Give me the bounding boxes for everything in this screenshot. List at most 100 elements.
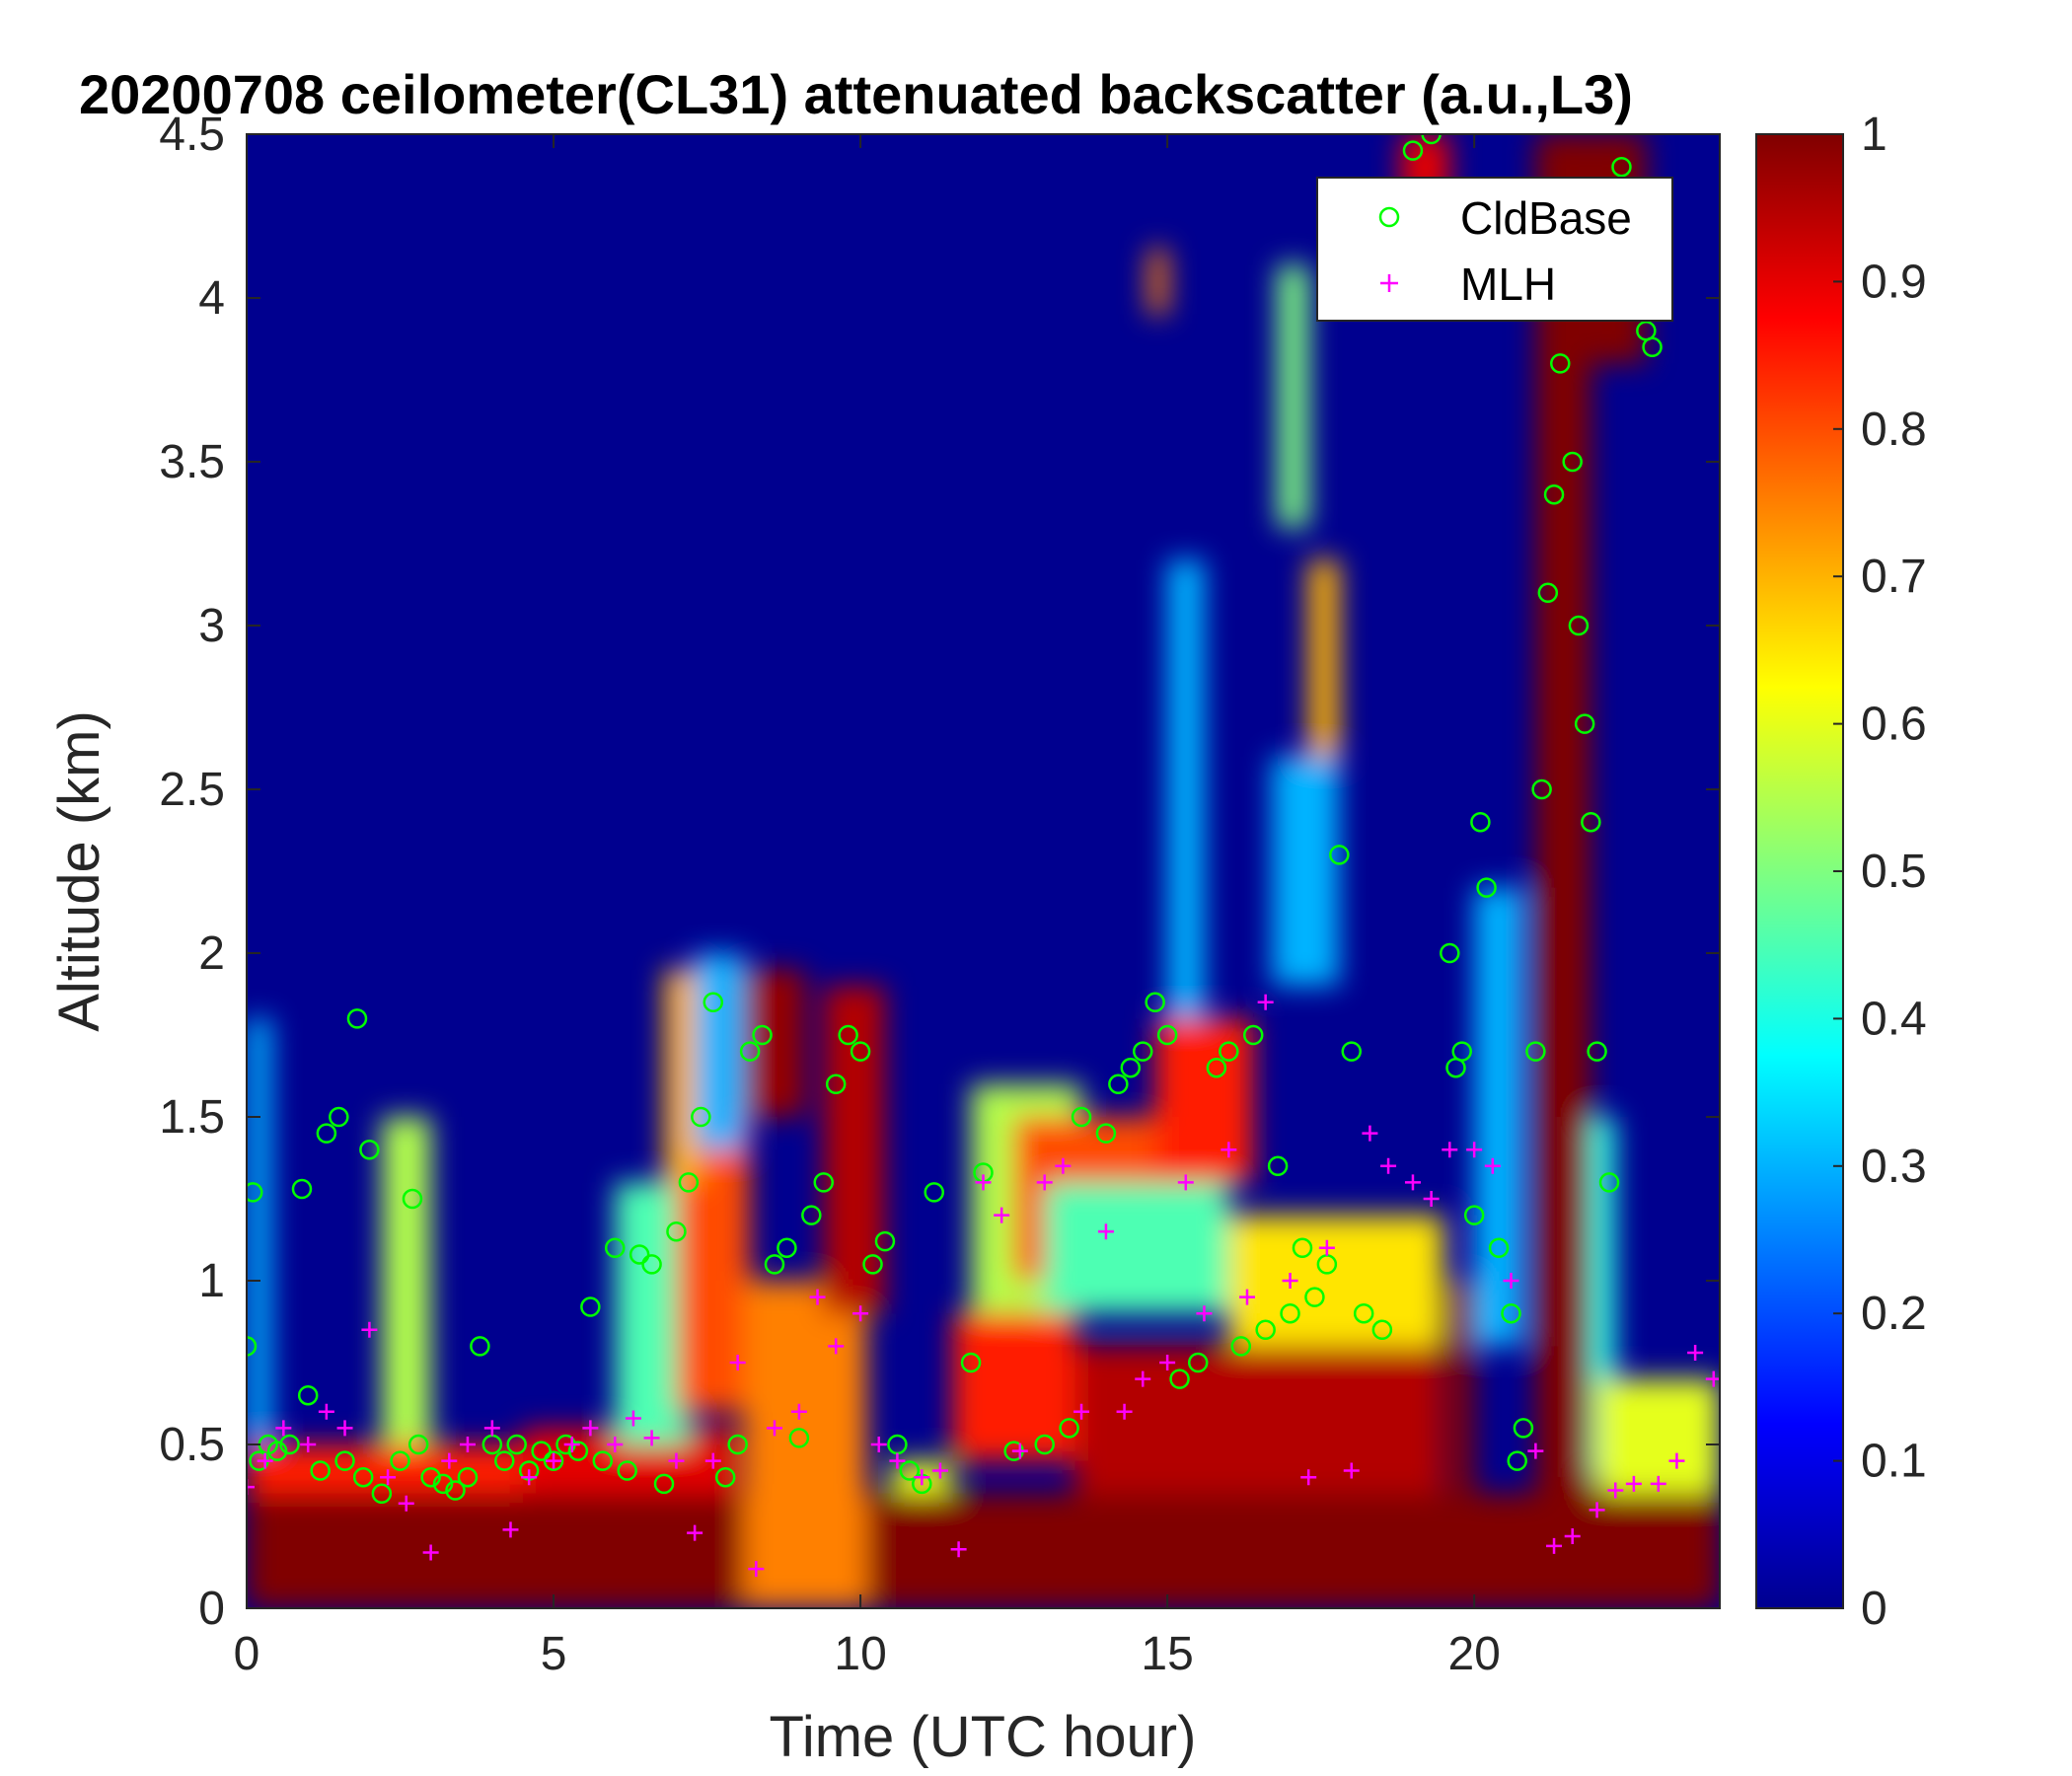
mlh-point (1239, 1289, 1255, 1305)
cldbase-point (703, 992, 724, 1013)
cldbase-point (432, 1473, 454, 1495)
cldbase-point (924, 1182, 944, 1203)
cldbase-point (1219, 1041, 1239, 1062)
cldbase-point (407, 1434, 429, 1455)
colorbar-tick-label: 0.7 (1861, 551, 1927, 603)
cldbase-point (1587, 1041, 1607, 1062)
mlh-point (1177, 1174, 1194, 1191)
colorbar-tick-label: 0.3 (1861, 1141, 1927, 1193)
mlh-point (300, 1437, 317, 1452)
mlh-point (1589, 1502, 1605, 1518)
mlh-point (1318, 1239, 1335, 1256)
mlh-point (247, 1479, 255, 1496)
cldbase-point (359, 1139, 380, 1160)
colorbar-gradient (1755, 133, 1844, 1609)
mlh-point (398, 1495, 414, 1512)
cldbase-point (1513, 1418, 1534, 1439)
mlh-point (914, 1469, 930, 1486)
cldbase-point (899, 1460, 921, 1481)
cldbase-point (1169, 1369, 1190, 1389)
mlh-point (483, 1420, 500, 1437)
y-axis-label: Altitude (km) (47, 710, 111, 1032)
cldbase-point (862, 1254, 883, 1275)
cldbase-point (494, 1450, 515, 1471)
mlh-point (870, 1437, 887, 1452)
cldbase-point (1329, 845, 1350, 865)
cldbase-point (1353, 1302, 1374, 1324)
mlh-point (1282, 1273, 1298, 1289)
y-tick-label: 0 (198, 1583, 225, 1635)
cldbase-point (1206, 1057, 1227, 1078)
cldbase-point (329, 1106, 349, 1128)
y-tick-label: 2 (198, 927, 225, 980)
legend-box (1316, 177, 1673, 322)
cldbase-point (402, 1188, 423, 1210)
mlh-point (441, 1452, 458, 1469)
mlh-point (1607, 1482, 1624, 1499)
legend-mlh-marker (1380, 274, 1398, 292)
cldbase-point (1242, 1024, 1264, 1046)
colorbar-tick-label: 0.8 (1861, 404, 1927, 456)
cldbase-point (1598, 1172, 1620, 1193)
heatmap-cell-24 (1271, 756, 1340, 987)
cldbase-point (1095, 1123, 1117, 1144)
cldbase-point (1371, 1319, 1393, 1341)
cldbase-point (838, 1024, 858, 1046)
cldbase-point (445, 1480, 466, 1501)
mlh-point (422, 1544, 439, 1561)
cldbase-point (874, 1230, 896, 1252)
legend-cldbase-label: CldBase (1460, 192, 1632, 244)
cldbase-point (1611, 156, 1632, 178)
cldbase-point (592, 1450, 614, 1471)
mlh-point (994, 1207, 1010, 1223)
legend: CldBase MLH (1316, 177, 1673, 322)
mlh-point (625, 1410, 641, 1427)
cldbase-point (714, 1466, 736, 1488)
colorbar: 0 0.1 0.2 0.3 0.4 0.5 0.6 0.7 0.8 0.9 1 (1755, 109, 1927, 1635)
mlh-point (828, 1338, 845, 1355)
mlh-point (1668, 1452, 1685, 1469)
heatmap-cell-4 (247, 1018, 271, 1444)
cldbase-point (1543, 483, 1565, 505)
x-tick-label: 15 (1141, 1628, 1193, 1680)
mlh-point (582, 1420, 599, 1437)
cldbase-point (605, 1237, 626, 1259)
cldbase-point (1145, 992, 1165, 1013)
x-tick-label: 20 (1447, 1628, 1500, 1680)
chart-title: 20200708 ceilometer(CL31) attenuated bac… (79, 63, 1633, 125)
heatmap-cell-26 (1474, 887, 1523, 1347)
colorbar-tick-label: 0.5 (1861, 846, 1927, 898)
cldbase-point (1550, 353, 1571, 374)
cldbase-point (788, 1428, 810, 1448)
y-tick-label: 3.5 (159, 436, 225, 488)
cldbase-point (629, 1244, 650, 1265)
colorbar-tick-label: 0.6 (1861, 699, 1927, 751)
mlh-point (380, 1469, 397, 1486)
cldbase-point (1280, 1302, 1300, 1324)
cldbase-point (1488, 1237, 1510, 1259)
heatmap-cell-19 (1228, 1215, 1444, 1347)
mlh-point (1404, 1174, 1421, 1191)
cldbase-point (752, 1024, 773, 1046)
cldbase-point (1059, 1418, 1079, 1439)
mlh-point (1466, 1142, 1483, 1158)
cldbase-point (1071, 1106, 1092, 1128)
mlh-point (668, 1452, 685, 1469)
mlh-point (1527, 1443, 1544, 1459)
cldbase-point (310, 1460, 331, 1481)
y-tick-label: 4 (198, 272, 225, 325)
cldbase-point (727, 1434, 748, 1455)
cldbase-point (1581, 811, 1601, 833)
heatmap-cell-8 (695, 953, 744, 1150)
cldbase-point (1255, 1319, 1276, 1341)
y-tick-label: 1 (198, 1255, 225, 1307)
cldbase-point (691, 1106, 711, 1128)
mlh-point (1687, 1345, 1704, 1362)
colorbar-tick-label: 0.4 (1861, 993, 1927, 1045)
cldbase-point (543, 1450, 564, 1471)
mlh-point (502, 1521, 519, 1538)
heatmap-cell-3 (381, 1117, 431, 1444)
heatmap-features (247, 134, 1720, 1608)
mlh-point (257, 1452, 273, 1469)
mlh-point (729, 1355, 746, 1370)
